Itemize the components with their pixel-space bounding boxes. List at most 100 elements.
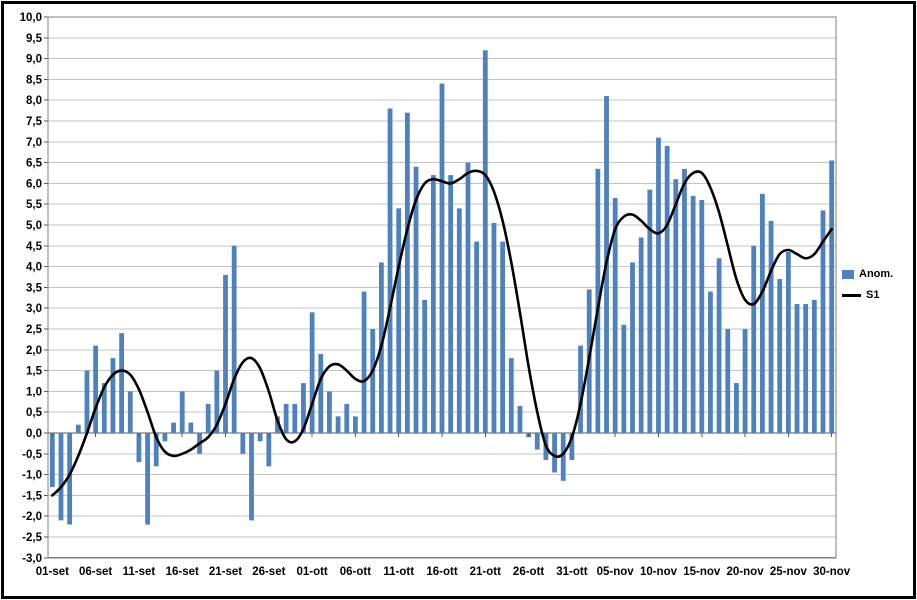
y-tick-label: 9,5	[26, 33, 43, 45]
bar	[794, 304, 800, 433]
y-tick-label: 7,0	[26, 137, 42, 149]
s1-line	[51, 169, 833, 497]
bar	[578, 345, 583, 433]
bar	[353, 416, 358, 433]
bar	[482, 50, 488, 433]
bar	[638, 237, 644, 433]
y-tick-label: 7,5	[26, 116, 43, 128]
bar	[534, 433, 540, 450]
bar	[67, 433, 73, 525]
y-tick-label: -0,5	[22, 449, 42, 461]
bar	[751, 245, 757, 433]
x-tick-label: 11-ott	[383, 566, 414, 578]
bar	[179, 391, 185, 433]
bar	[119, 333, 125, 433]
y-tick-label: 2,5	[26, 324, 43, 336]
y-tick-label: 1,0	[26, 386, 42, 398]
y-tick-label: -2,0	[22, 511, 42, 523]
bar	[430, 175, 436, 433]
bar	[110, 358, 116, 433]
y-tick-label: 5,0	[26, 220, 42, 232]
bar	[283, 403, 289, 433]
chart-legend: Anom. S1	[842, 268, 893, 301]
bar	[682, 168, 687, 433]
bar	[127, 391, 133, 433]
x-tick-label: 30-nov	[813, 566, 851, 578]
x-tick-label: 15-nov	[683, 566, 721, 578]
bar	[75, 424, 81, 433]
bar	[327, 391, 332, 433]
bar	[275, 416, 280, 433]
bar	[829, 160, 835, 433]
bar	[439, 83, 445, 433]
x-tick-label: 16-ott	[426, 566, 457, 578]
bar	[188, 422, 194, 433]
bar	[777, 279, 783, 433]
bar	[344, 403, 350, 433]
bar	[335, 416, 341, 433]
legend-anom-label: Anom.	[859, 268, 894, 280]
bar	[734, 383, 739, 433]
x-tick-label: 26-set	[252, 566, 285, 578]
bar	[84, 370, 90, 433]
bar	[249, 433, 254, 521]
bar	[673, 179, 679, 433]
bar	[664, 145, 670, 433]
bar	[508, 358, 514, 433]
legend-s1-label: S1	[866, 289, 880, 301]
bar	[569, 433, 575, 461]
bar	[205, 403, 211, 433]
bar	[811, 299, 817, 433]
y-tick-label: 4,5	[26, 241, 43, 253]
x-tick-label: 05-nov	[597, 566, 635, 578]
x-tick-label: 10-nov	[640, 566, 678, 578]
bar	[145, 433, 150, 525]
bar	[162, 433, 168, 442]
bar	[552, 433, 557, 473]
legend-item-s1: S1	[842, 289, 893, 301]
plot-border	[47, 16, 837, 559]
bar	[448, 175, 454, 433]
bar	[656, 137, 661, 433]
bar	[595, 168, 601, 433]
bar	[768, 220, 774, 433]
bar	[612, 197, 618, 433]
y-tick-label: 6,0	[26, 178, 42, 190]
y-tick-label: 0,0	[26, 428, 42, 440]
bar	[318, 353, 324, 433]
x-tick-label: 20-nov	[727, 566, 765, 578]
bar	[370, 329, 376, 433]
s1-line-swatch-icon	[842, 293, 861, 297]
bar	[491, 222, 497, 433]
bar	[153, 433, 159, 467]
bar	[171, 422, 176, 433]
y-tick-label: 9,0	[26, 54, 42, 66]
bar	[93, 345, 99, 433]
bar	[292, 403, 298, 433]
x-tick-label: 16-set	[166, 566, 199, 578]
y-tick-label: 2,0	[26, 345, 42, 357]
bar	[820, 210, 826, 433]
x-tick-label: 06-ott	[340, 566, 371, 578]
bar	[223, 274, 228, 433]
bar	[560, 433, 566, 481]
bar	[301, 383, 306, 433]
y-tick-label: 4,0	[26, 262, 42, 274]
bar	[413, 166, 419, 433]
y-tick-label: 3,0	[26, 303, 42, 315]
x-tick-label: 31-ott	[556, 566, 587, 578]
bar	[422, 299, 428, 433]
bar	[214, 370, 220, 433]
y-tick-label: -1,5	[22, 490, 42, 502]
bar	[361, 291, 367, 433]
bar	[716, 258, 722, 433]
bar	[465, 162, 471, 433]
y-tick-label: -3,0	[22, 553, 42, 565]
bar	[742, 329, 748, 433]
bar	[699, 200, 705, 433]
anom-bar-swatch-icon	[842, 269, 854, 279]
y-tick-label: 1,5	[26, 366, 43, 378]
